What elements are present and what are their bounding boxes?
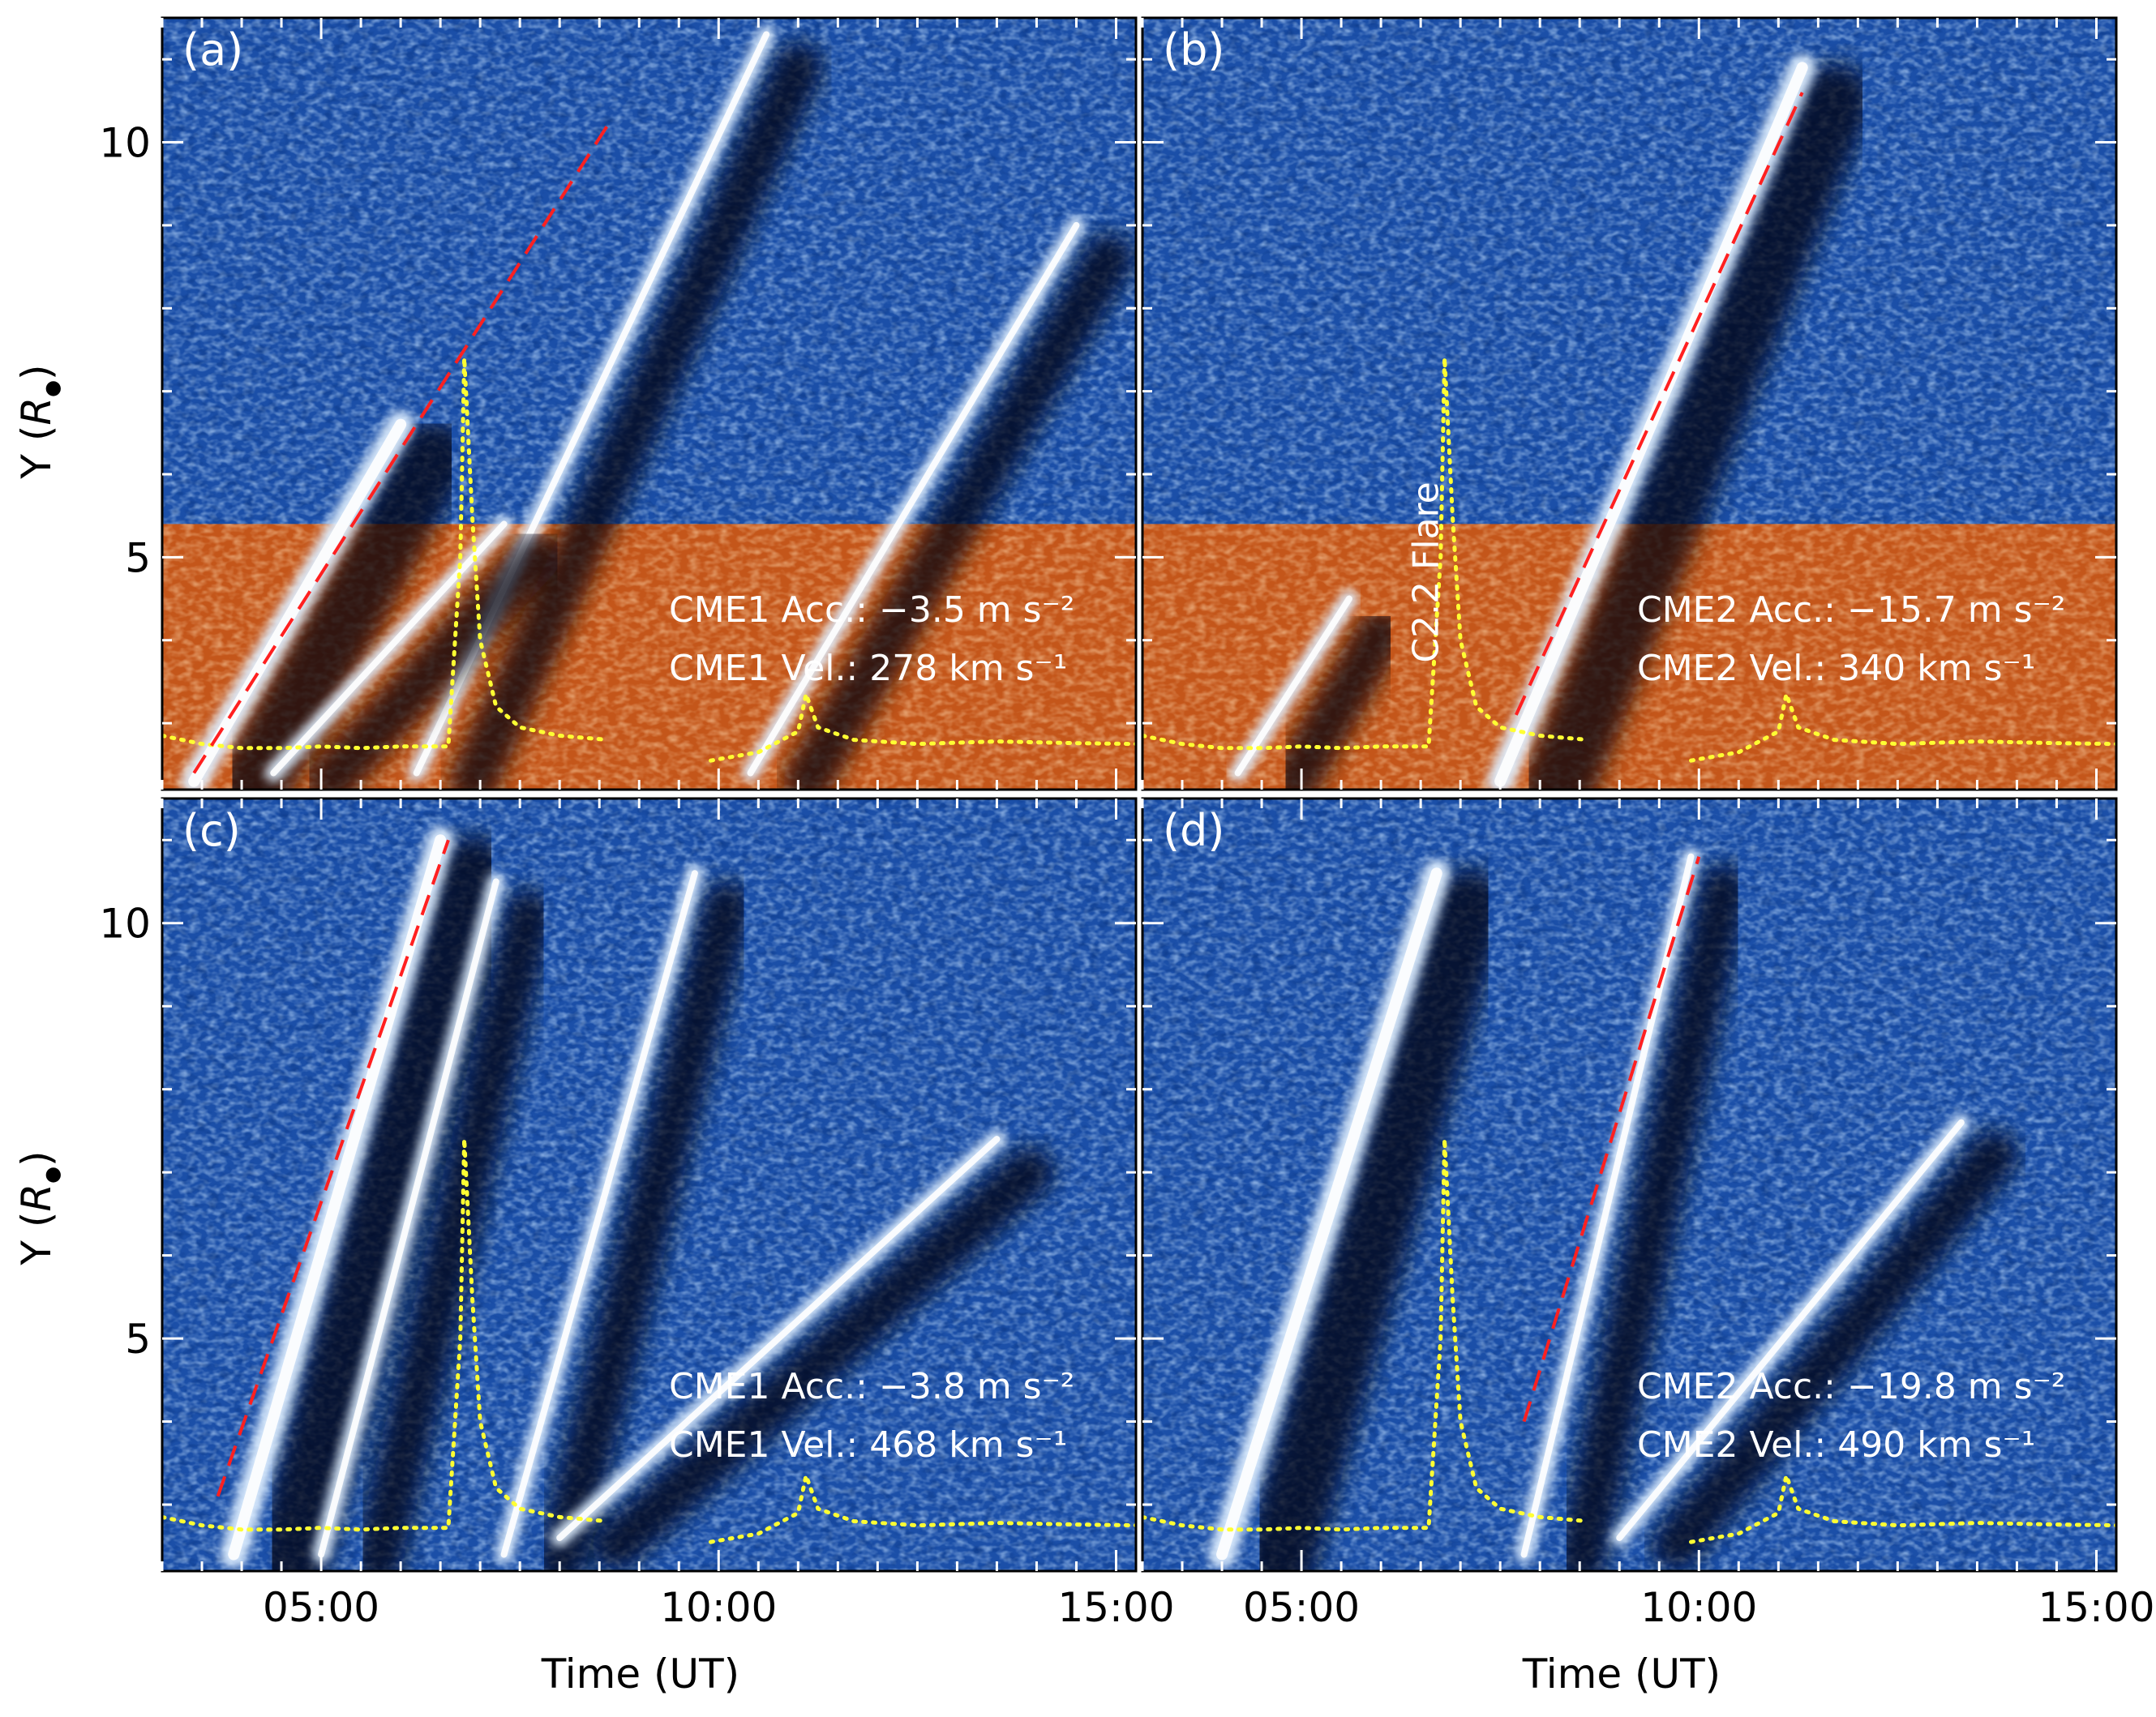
panel-frame: [161, 797, 1138, 1573]
panel-d: 05:00 10:00 15:00 (d) CME2 Acc.: −19.8 m s⁻²…: [1141, 797, 2155, 1631]
bright-core-1: [318, 878, 499, 1558]
dark-trail-3: [782, 233, 1134, 790]
bright-core-2: [500, 870, 698, 1558]
bright-core-0: [188, 418, 407, 787]
bright-core-3: [747, 221, 1080, 777]
dark-trail-2: [536, 881, 752, 1571]
dark-trail-0: [1242, 869, 1506, 1571]
velocity-label: CME2 Vel.: 340 km s⁻¹: [1637, 648, 2035, 689]
goes-flux-curve: [162, 358, 1136, 763]
fit-line: [216, 839, 450, 1497]
panel-frame: [1141, 797, 2118, 1573]
panel-label: (b): [1163, 24, 1224, 75]
panel-frame: [1141, 16, 2118, 791]
y-tick-label: 5: [125, 1316, 151, 1363]
velocity-label: CME1 Vel.: 468 km s⁻¹: [669, 1424, 1067, 1466]
dark-trail-1: [354, 889, 553, 1571]
dark-trail-1: [1270, 606, 1406, 790]
y-axis-title-bottom: Y (R●): [13, 1150, 63, 1265]
dark-trail-0: [1520, 63, 1871, 790]
svg-text:Y (R●): Y (R●): [13, 1150, 63, 1265]
panel-label: (c): [182, 805, 241, 856]
x-tick-label: 15:00: [2038, 1584, 2154, 1631]
panel-image: [1142, 799, 2116, 1571]
panel-label: (a): [182, 24, 243, 75]
panel-label: (d): [1163, 805, 1224, 856]
bright-core-2: [1616, 1119, 1965, 1542]
x-tick-label: 05:00: [263, 1584, 379, 1631]
panel-b: (b) CME2 Acc.: −15.7 m s⁻² CME2 Vel.: 340 …: [1141, 16, 2118, 791]
fit-line: [1522, 856, 1701, 1423]
dark-trail-2: [1652, 1130, 2018, 1571]
goes-flux-curve: [162, 1138, 1136, 1544]
panel-image: [162, 18, 1136, 790]
x-tick-label: 10:00: [660, 1584, 777, 1631]
x-axis-title-left: Time (UT): [541, 1651, 739, 1698]
dark-trail-2: [306, 532, 561, 790]
bright-core-1: [1234, 595, 1352, 777]
x-tick-label: 10:00: [1640, 1584, 1757, 1631]
y-tick-label: 5: [125, 534, 151, 581]
acceleration-label: CME1 Acc.: −3.8 m s⁻²: [669, 1366, 1074, 1407]
dark-trail-3: [592, 1147, 1054, 1571]
acceleration-label: CME2 Acc.: −19.8 m s⁻²: [1637, 1366, 2065, 1407]
fit-line: [1514, 92, 1804, 716]
goes-flux-curve: [1142, 1138, 2116, 1544]
panel-image: [1142, 18, 2116, 790]
x-tick-label: 05:00: [1243, 1584, 1360, 1631]
bright-core-2: [270, 520, 508, 777]
flare-label: C2.2 Flare: [1406, 482, 1447, 662]
panel-a: 5 10 (a) CME1 Acc.: −3.5 m s⁻² CME1 Vel.: 27…: [99, 16, 1138, 791]
y-tick-label: 10: [99, 120, 151, 167]
acceleration-label: CME2 Acc.: −15.7 m s⁻²: [1637, 589, 2065, 631]
velocity-label: CME1 Vel.: 278 km s⁻¹: [669, 648, 1067, 689]
dark-trail-1: [1556, 864, 1748, 1571]
dark-trail-0: [254, 836, 510, 1571]
panel-c: 5 10 05:00 10:00 15:00 (c) CME1 Acc.: −3.8 m s…: [99, 797, 1175, 1631]
svg-text:Y (R●): Y (R●): [13, 364, 63, 479]
acceleration-label: CME1 Acc.: −3.5 m s⁻²: [669, 589, 1074, 631]
panel-frame: [161, 16, 1138, 791]
x-tick-label: 15:00: [1057, 1584, 1174, 1631]
panel-image: [162, 799, 1136, 1571]
bright-core-3: [556, 1136, 1001, 1542]
bright-core-0: [1494, 62, 1808, 787]
bright-core-0: [1216, 867, 1442, 1561]
goes-flux-curve: [1142, 358, 2116, 763]
dark-trail-1: [448, 42, 824, 790]
dark-trail-0: [214, 420, 470, 790]
x-axis-title-right: Time (UT): [1522, 1651, 1721, 1698]
velocity-label: CME2 Vel.: 490 km s⁻¹: [1637, 1424, 2035, 1466]
y-axis-title-top: Y (R●): [13, 364, 63, 479]
y-tick-label: 10: [99, 901, 151, 948]
